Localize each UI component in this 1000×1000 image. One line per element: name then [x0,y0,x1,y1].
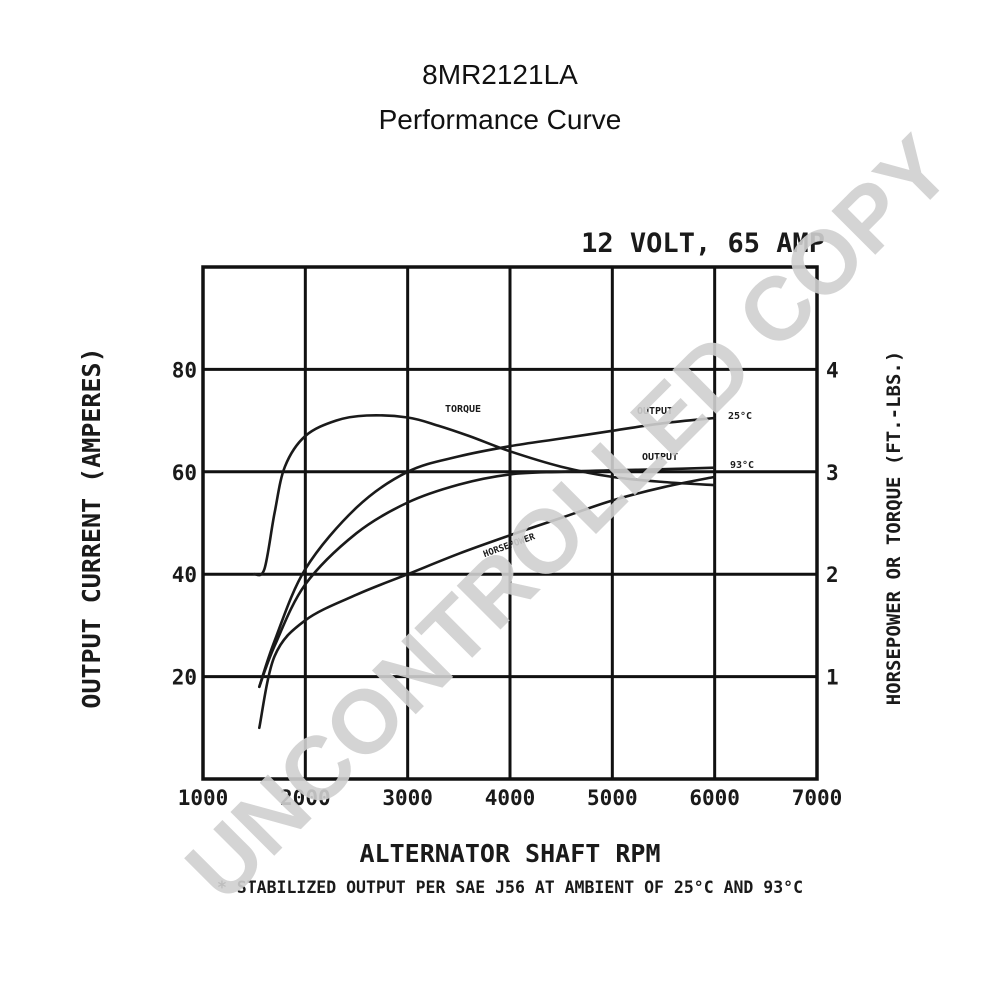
chart-footnote: * STABILIZED OUTPUT PER SAE J56 AT AMBIE… [217,878,803,897]
x-axis-label: ALTERNATOR SHAFT RPM [359,839,660,868]
curve-annotation: OUTPUT [642,452,678,463]
y-tick-label: 60 [172,461,197,485]
output-93c-curve [258,466,716,689]
curve-annotation: TORQUE [445,404,481,415]
y2-tick-label: 4 [826,358,839,382]
curve-annotation: 93°C [730,460,754,471]
y2-tick-label: 2 [826,563,839,587]
y2-axis-label: HORSEPOWER OR TORQUE (FT.-LBS.) [883,351,905,706]
y-tick-label: 40 [172,563,197,587]
horsepower-curve [258,475,716,730]
y-tick-labels: 20 40 60 80 [172,358,197,689]
x-tick-label: 3000 [382,786,433,810]
x-tick-label: 1000 [178,786,229,810]
x-tick-label: 2000 [280,786,331,810]
output-25c-curve [258,416,716,689]
chart-grid [203,267,817,779]
x-tick-label: 6000 [689,786,740,810]
curve-annotation: OUTPUT [637,406,673,417]
curve-annotation: 25°C [728,411,752,422]
chart-series [252,414,716,730]
chart-subtitle: Performance Curve [378,104,622,135]
y2-tick-label: 1 [826,666,839,690]
x-tick-label: 5000 [587,786,638,810]
y2-tick-label: 3 [826,461,839,485]
y-tick-label: 80 [172,358,197,382]
x-tick-label: 4000 [485,786,536,810]
y-axis-label: OUTPUT CURRENT (AMPERES) [77,347,106,708]
plot-frame [201,265,819,781]
x-tick-label: 7000 [792,786,843,810]
chart-rating-label: 12 VOLT, 65 AMP [581,228,825,259]
torque-curve [252,414,716,577]
x-tick-labels: 1000 2000 3000 4000 5000 6000 7000 [178,786,843,810]
y-tick-label: 20 [172,666,197,690]
chart-title: 8MR2121LA [422,59,578,90]
y2-tick-labels: 1 2 3 4 [826,358,839,689]
